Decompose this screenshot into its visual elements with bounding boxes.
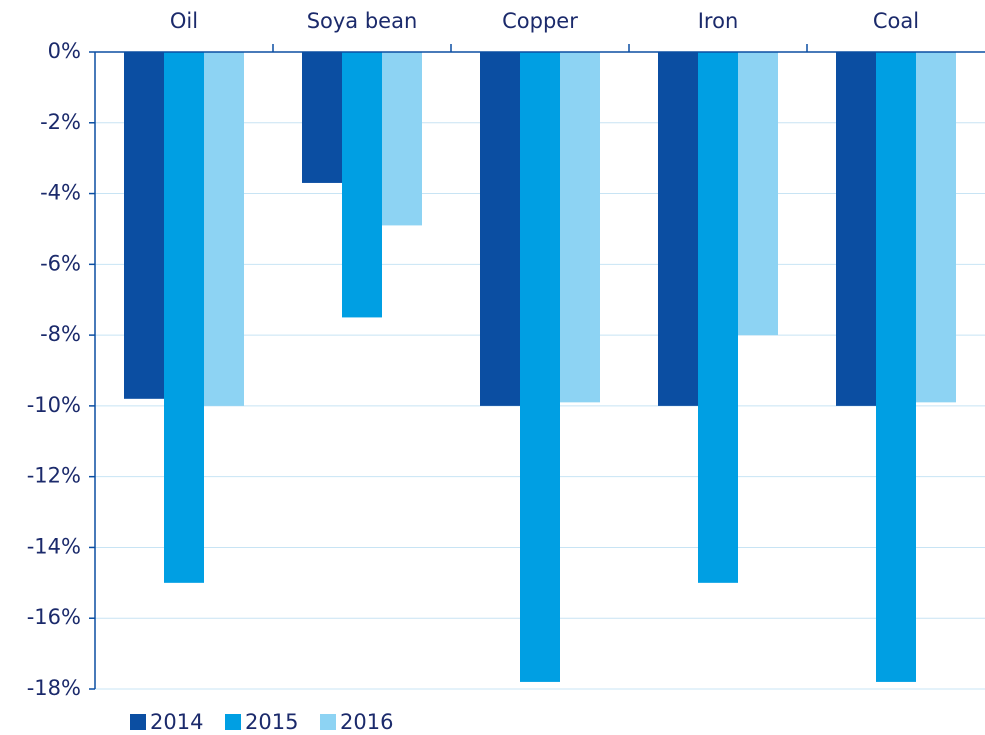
legend-label: 2016 xyxy=(340,710,393,734)
legend-label: 2014 xyxy=(150,710,203,734)
y-tick-label: -8% xyxy=(40,322,81,346)
bar xyxy=(698,52,738,583)
x-tick-label: Oil xyxy=(170,9,198,33)
legend-swatch xyxy=(225,714,241,730)
bar xyxy=(382,52,422,226)
bar xyxy=(560,52,600,403)
legend-swatch xyxy=(320,714,336,730)
bar xyxy=(658,52,698,406)
y-tick-label: -2% xyxy=(40,110,81,134)
y-tick-label: -18% xyxy=(27,676,81,700)
x-tick-label: Soya bean xyxy=(307,9,418,33)
y-tick-label: -10% xyxy=(27,393,81,417)
x-tick-label: Copper xyxy=(502,9,578,33)
legend-swatch xyxy=(130,714,146,730)
bar xyxy=(480,52,520,406)
bar xyxy=(342,52,382,318)
bar xyxy=(836,52,876,406)
x-tick-label: Iron xyxy=(698,9,739,33)
x-tick-label: Coal xyxy=(873,9,919,33)
y-tick-label: -4% xyxy=(40,181,81,205)
bar xyxy=(738,52,778,336)
y-tick-label: -14% xyxy=(27,534,81,558)
bar xyxy=(876,52,916,682)
bar xyxy=(520,52,560,682)
legend-label: 2015 xyxy=(245,710,298,734)
y-tick-label: -6% xyxy=(40,251,81,275)
bar xyxy=(204,52,244,406)
bar xyxy=(302,52,342,183)
bar xyxy=(164,52,204,583)
y-tick-label: 0% xyxy=(48,39,81,63)
bar xyxy=(916,52,956,403)
y-tick-label: -12% xyxy=(27,464,81,488)
bar xyxy=(124,52,164,399)
y-tick-label: -16% xyxy=(27,605,81,629)
